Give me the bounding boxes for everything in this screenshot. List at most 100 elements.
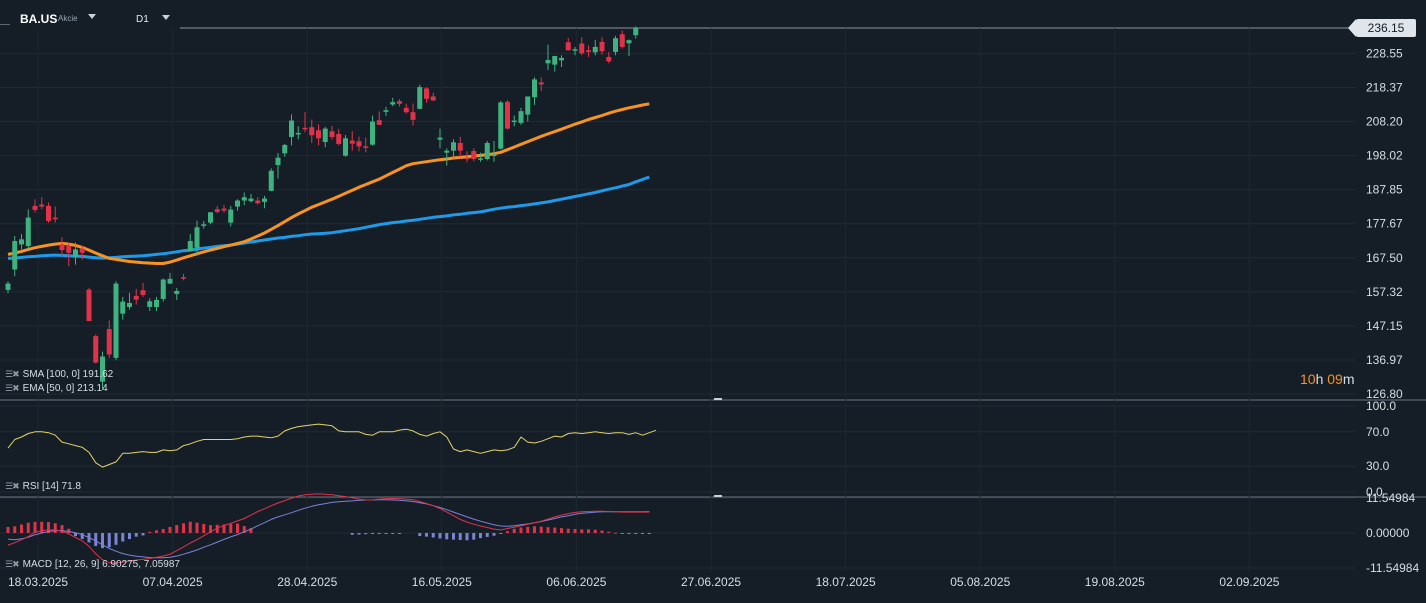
candle-body [586,50,591,52]
candle-body [397,101,402,104]
macd-histogram-bar [506,531,509,533]
symbol-type: Akcie [58,14,78,23]
candle-body [579,43,585,54]
candle-body [174,290,180,294]
candle-body [376,120,382,125]
y-tick-label: 198.02 [1366,149,1403,163]
candle-body [538,82,544,85]
macd-histogram-bar [593,529,597,533]
macd-histogram-bar [553,527,557,533]
candle-body [599,41,605,52]
candle-body [430,96,436,101]
macd-histogram-bar [148,531,152,533]
candle-body [444,150,450,153]
x-tick-label: 07.04.2025 [143,575,203,589]
candle-body [282,144,288,154]
candle-body [106,329,112,355]
candle-body [309,127,315,136]
x-tick-label: 19.08.2025 [1085,575,1145,589]
candle-body [46,205,51,221]
macd-histogram-bar [188,521,192,533]
sma-legend[interactable]: ☰✖ SMA [100, 0] 191.62 [5,369,113,380]
timeframe-dropdown-icon[interactable] [162,15,170,20]
pane-resize-handle [714,495,722,497]
macd-histogram-bar [519,527,523,533]
candle-body [5,283,11,290]
macd-histogram-bar [485,533,489,537]
y-tick-label: 157.32 [1366,285,1403,299]
candle-body [417,87,423,109]
macd-histogram-bar [479,533,482,539]
candle-body [410,112,416,120]
countdown-m-unit: m [1342,371,1355,387]
rsi-legend-text: RSI [14] 71.8 [22,481,81,492]
candle-body [187,241,193,252]
candle-body [255,200,261,204]
candle-body [437,137,443,140]
macd-histogram-bar [13,526,17,533]
macd-histogram-bar [128,533,131,540]
macd-histogram-bar [242,526,246,533]
macd-histogram-bar [600,530,604,533]
candle-body [100,356,105,382]
timeframe-selector[interactable]: D1 [136,14,149,25]
macd-histogram-bar [647,533,651,534]
macd-histogram-bar [425,533,428,537]
pane-resize-handle [714,398,722,400]
macd-histogram-bar [438,533,442,539]
macd-histogram-bar [384,533,388,534]
macd-histogram-bar [209,525,212,533]
ema-legend[interactable]: ☰✖ EMA [50, 0] 213.14 [5,383,108,394]
candle-body [633,28,639,36]
settings-list-icon[interactable]: ☰✖ [5,383,20,393]
countdown-minutes: 09 [1327,371,1343,387]
macd-histogram-bar [195,522,199,533]
macd-histogram-bar [134,533,138,537]
macd-histogram-bar [6,526,10,533]
candle-body [214,209,220,212]
candle-body [160,279,166,299]
rsi-legend[interactable]: ☰✖ RSI [14] 71.8 [5,481,81,492]
macd-histogram-bar [114,533,118,545]
macd-tick-label: 11.54984 [1366,491,1415,505]
macd-histogram-bar [526,526,530,533]
symbol-name[interactable]: BA.US [20,12,58,26]
candle-body [221,208,227,211]
candle-body [295,132,301,135]
macd-histogram-bar [215,524,219,533]
settings-list-icon[interactable]: ☰✖ [5,481,20,491]
candle-body [86,289,92,322]
candle-body [120,301,126,314]
settings-list-icon[interactable]: ☰✖ [5,369,20,379]
candle-body [498,102,504,149]
candle-body [194,227,200,248]
x-tick-label: 05.08.2025 [950,575,1010,589]
rsi-tick-label: 0.0 [1366,485,1383,499]
settings-list-icon[interactable]: ☰✖ [5,559,20,569]
symbol-dropdown-icon[interactable] [88,14,96,19]
macd-histogram-bar [67,528,71,533]
macd-histogram-bar [101,533,104,549]
macd-histogram-bar [539,526,543,533]
candle-body [457,142,463,151]
y-tick-label: 187.85 [1366,183,1403,197]
chart-header: BA.US Akcie D1 [0,0,1426,36]
macd-histogram-bar [377,533,381,534]
candle-body [336,133,342,144]
candle-body [268,170,274,191]
countdown-h-unit: h [1315,371,1324,387]
x-tick-label: 28.04.2025 [277,575,337,589]
rsi-line [7,423,657,468]
candle-body [464,157,470,160]
x-tick-label: 27.06.2025 [681,575,741,589]
macd-histogram-bar [40,521,44,533]
macd-tick-label: 0.00000 [1366,526,1410,540]
macd-histogram-bar [587,529,590,533]
rsi-tick-label: 70.0 [1366,425,1390,439]
candle-countdown: 10h 09m [1300,371,1355,387]
candle-body [343,138,348,156]
candle-body [93,336,99,363]
macd-legend[interactable]: ☰✖ MACD [12, 26, 9] 6.90275, 7.05987 [5,559,180,570]
